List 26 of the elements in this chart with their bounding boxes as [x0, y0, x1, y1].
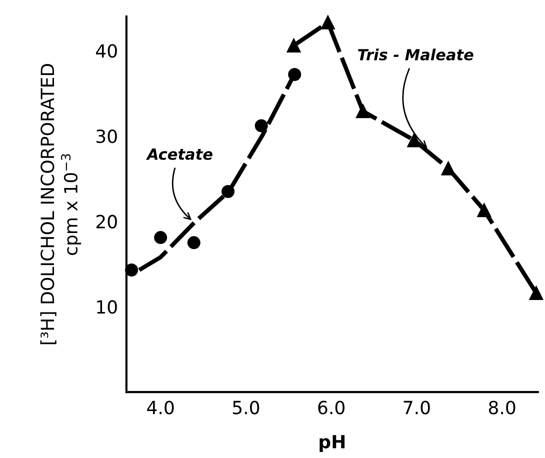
x-tick-label: 4.0	[147, 400, 174, 414]
point	[477, 203, 492, 218]
point	[288, 68, 302, 82]
y-tick-label: 30	[96, 129, 117, 144]
annotation: Acetate	[146, 148, 212, 160]
y-tick-label: 40	[96, 44, 117, 58]
point	[222, 184, 235, 198]
y-tick-label: 10	[97, 300, 117, 314]
annotation: Tris - Maleate	[358, 48, 474, 60]
point	[441, 161, 456, 176]
y-tick-label: 20	[96, 214, 117, 228]
point	[286, 38, 301, 52]
x-tick-label: 5.0	[232, 400, 260, 414]
point	[254, 119, 268, 132]
x-tick-label: 6.0	[318, 400, 344, 414]
y-axis-title: [³H] DOLICHOL INCORPORATED cpm x 10$^{−3}$	[40, 64, 82, 344]
point	[320, 16, 335, 30]
x-tick-label: 8.0	[488, 400, 516, 414]
point	[529, 286, 544, 300]
x-axis-title: pH	[320, 435, 345, 452]
point	[125, 263, 138, 276]
x-tick-label: 7.0	[404, 400, 430, 414]
point	[356, 104, 370, 118]
point	[154, 231, 168, 244]
point	[407, 133, 422, 148]
point	[187, 236, 200, 250]
